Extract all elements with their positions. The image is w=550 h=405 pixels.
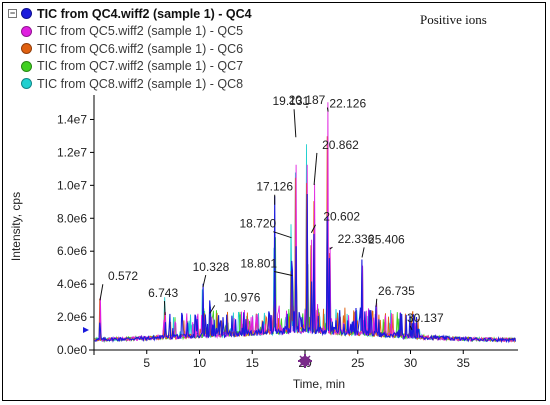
legend-item[interactable]: TIC from QC5.wiff2 (sample 1) - QC5 bbox=[8, 23, 252, 41]
legend: − TIC from QC4.wiff2 (sample 1) - QC4 TIC … bbox=[8, 5, 252, 93]
x-tick-label: 35 bbox=[457, 356, 471, 370]
legend-item[interactable]: TIC from QC6.wiff2 (sample 1) - QC6 bbox=[8, 40, 252, 58]
x-tick-label: 25 bbox=[351, 356, 365, 370]
peak-leader-line bbox=[99, 284, 104, 301]
peak-label: 22.336 bbox=[338, 232, 375, 246]
legend-label: TIC from QC4.wiff2 (sample 1) - QC4 bbox=[37, 6, 252, 21]
peak-label: 22.126 bbox=[329, 97, 366, 111]
peak-label: 25.406 bbox=[368, 232, 405, 246]
y-tick-label: 2.0e6 bbox=[57, 310, 87, 324]
peak-leader-line bbox=[326, 107, 329, 112]
series-color-dot-icon bbox=[21, 8, 32, 20]
peak-label: 17.126 bbox=[256, 180, 293, 194]
y-ticks: 0.0e0 2.0e6 4.0e6 6.0e6 8.0e6 1.0e7 1.2e7 1.4e7 bbox=[57, 112, 94, 357]
peak-label: 19.131 bbox=[272, 94, 309, 108]
peak-leader-line bbox=[274, 271, 293, 277]
x-tick-label: 15 bbox=[246, 356, 260, 370]
tic-trace-4 bbox=[94, 193, 517, 344]
legend-label: TIC from QC7.wiff2 (sample 1) - QC7 bbox=[37, 59, 244, 74]
peak-label: 20.862 bbox=[322, 138, 359, 152]
peak-leader-line bbox=[273, 231, 292, 239]
peak-label: 20.187 bbox=[289, 93, 326, 107]
peak-leader-line bbox=[361, 247, 365, 258]
y-tick-label: 4.0e6 bbox=[57, 277, 87, 291]
x-tick-label: 10 bbox=[193, 356, 207, 370]
collapse-icon[interactable]: − bbox=[8, 8, 17, 19]
peak-label: 30.137 bbox=[407, 311, 444, 325]
y-tick-label: 8.0e6 bbox=[57, 211, 87, 225]
tic-traces bbox=[94, 102, 517, 344]
peak-label: 18.720 bbox=[239, 217, 276, 231]
x-tick-label: 30 bbox=[404, 356, 418, 370]
y-tick-label: 0.0e0 bbox=[57, 343, 87, 357]
legend-item[interactable]: TIC from QC8.wiff2 (sample 1) - QC8 bbox=[8, 75, 252, 93]
legend-label: TIC from QC5.wiff2 (sample 1) - QC5 bbox=[37, 24, 244, 39]
legend-label: TIC from QC6.wiff2 (sample 1) - QC6 bbox=[37, 41, 244, 56]
peak-leader-line bbox=[375, 298, 378, 307]
tic-trace-5 bbox=[94, 102, 516, 343]
peak-label: 10.976 bbox=[224, 290, 261, 304]
legend-item[interactable]: − TIC from QC4.wiff2 (sample 1) - QC4 bbox=[8, 5, 252, 23]
peak-label: 26.735 bbox=[378, 284, 415, 298]
peak-label: 0.572 bbox=[108, 269, 138, 283]
x-tick-label: 5 bbox=[143, 356, 150, 370]
peak-leader-line bbox=[209, 305, 216, 314]
y-tick-label: 1.2e7 bbox=[57, 145, 87, 159]
peak-leader-line bbox=[202, 274, 207, 288]
peak-label: 10.328 bbox=[193, 260, 230, 274]
x-axis-title: Time, min bbox=[293, 377, 345, 391]
series-color-dot-icon bbox=[21, 78, 32, 90]
positive-ions-annotation: Positive ions bbox=[420, 12, 487, 27]
figure-frame bbox=[2, 2, 546, 401]
peak-label: 6.743 bbox=[148, 286, 178, 300]
y-tick-label: 1.4e7 bbox=[57, 112, 87, 126]
baseline-marker-arrow[interactable] bbox=[83, 327, 89, 333]
series-color-dot-icon bbox=[21, 60, 32, 72]
legend-item[interactable]: TIC from QC7.wiff2 (sample 1) - QC7 bbox=[8, 58, 252, 76]
series-color-dot-icon bbox=[21, 25, 32, 37]
peak-leader-line bbox=[163, 301, 166, 316]
peak-labels: 0.572 6.743 10.328 10.976 17.126 18.720 18.801… bbox=[99, 93, 444, 331]
peak-leader-line bbox=[329, 246, 333, 250]
y-tick-label: 6.0e6 bbox=[57, 244, 87, 258]
time-cursor-handle[interactable] bbox=[298, 354, 312, 368]
peak-label: 20.602 bbox=[323, 210, 360, 224]
series-color-dot-icon bbox=[21, 43, 32, 55]
axes bbox=[89, 95, 518, 355]
peak-leader-line bbox=[313, 152, 318, 186]
x-ticks: 5101520253035 bbox=[143, 350, 470, 370]
peak-leader-line bbox=[310, 224, 316, 233]
peak-leader-line bbox=[293, 109, 297, 138]
peak-leader-line bbox=[409, 325, 413, 331]
y-tick-label: 1.0e7 bbox=[57, 178, 87, 192]
peak-label: 18.801 bbox=[240, 257, 277, 271]
legend-label: TIC from QC8.wiff2 (sample 1) - QC8 bbox=[37, 76, 244, 91]
y-axis-title: Intensity, cps bbox=[9, 192, 23, 261]
